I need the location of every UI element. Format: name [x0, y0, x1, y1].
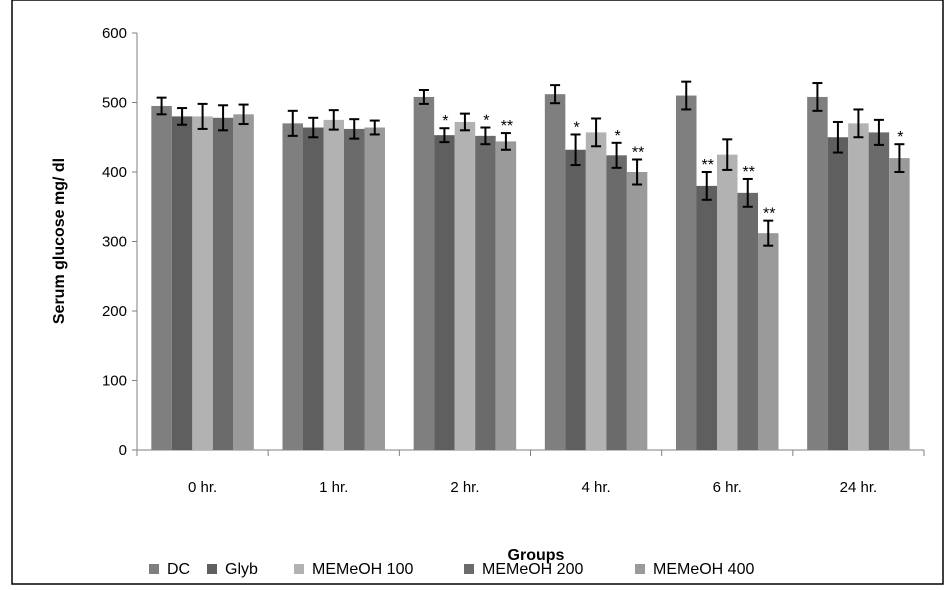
bar: [585, 132, 607, 450]
bar: [212, 117, 234, 450]
bar: [303, 127, 324, 451]
y-tick-label: 300: [102, 234, 127, 251]
x-tick-labels: 0 hr. 1 hr. 2 hr. 4 hr. 6 hr. 24 hr.: [188, 479, 877, 496]
bar: [364, 127, 385, 451]
legend-label: MEMeOH 400: [653, 561, 754, 578]
x-tick-label: 24 hr.: [840, 479, 878, 496]
y-tick-label: 600: [102, 25, 127, 42]
bar: [696, 185, 717, 450]
axes: [132, 32, 925, 456]
y-tick-label: 400: [102, 164, 127, 181]
bar: [827, 137, 849, 450]
y-tick-label: 200: [102, 303, 127, 320]
legend: DC Glyb MEMeOH 100 MEMeOH 200 MEMeOH 400: [149, 561, 754, 578]
error-bars: [156, 80, 905, 247]
bar: [544, 94, 566, 450]
bar: [889, 158, 910, 450]
bar: [475, 135, 496, 451]
bar: [434, 135, 455, 451]
bar: [737, 192, 758, 450]
significance-marker: **: [743, 164, 755, 181]
significance-marker: **: [501, 118, 513, 135]
legend-swatch: [207, 564, 217, 574]
bar: [323, 119, 344, 450]
bar: [807, 96, 828, 450]
legend-swatch: [635, 564, 645, 574]
bar: [171, 116, 193, 451]
bar: [868, 132, 890, 450]
bar: [717, 154, 738, 450]
bar: [565, 149, 586, 450]
legend-swatch: [294, 564, 304, 574]
significance-marker: *: [573, 119, 579, 136]
significance-marker: *: [897, 129, 903, 146]
bar: [192, 116, 213, 451]
bar: [151, 105, 172, 450]
x-axis-label: Groups: [508, 547, 565, 564]
legend-swatch: [149, 564, 159, 574]
legend-label: MEMeOH 200: [482, 561, 583, 578]
legend-label: Glyb: [225, 561, 258, 578]
y-tick-label: 0: [119, 442, 127, 459]
x-tick-label: 2 hr.: [450, 479, 479, 496]
y-tick-labels: 0 100 200 300 400 500 600: [102, 25, 127, 459]
bars: [151, 94, 910, 451]
x-tick-label: 4 hr.: [581, 479, 610, 496]
significance-annotations: * **************: [442, 113, 903, 223]
significance-marker: *: [442, 113, 448, 130]
legend-label: MEMeOH 100: [312, 561, 413, 578]
bar: [758, 233, 779, 450]
x-tick-label: 6 hr.: [713, 479, 742, 496]
significance-marker: **: [632, 144, 644, 161]
bar: [495, 141, 517, 451]
y-axis-label: Serum glucose mg/ dl: [51, 158, 68, 324]
bar: [344, 128, 365, 450]
significance-marker: **: [702, 157, 714, 174]
bar: [676, 95, 697, 451]
bar: [233, 114, 254, 450]
bar: [848, 123, 869, 450]
significance-marker: *: [483, 113, 489, 130]
x-tick-label: 0 hr.: [188, 479, 217, 496]
y-tick-label: 500: [102, 95, 127, 112]
significance-marker: *: [614, 128, 620, 145]
bar: [454, 121, 476, 451]
bar: [282, 123, 303, 450]
significance-marker: **: [763, 206, 775, 223]
x-tick-label: 1 hr.: [319, 479, 348, 496]
legend-label: DC: [167, 561, 190, 578]
bar: [626, 172, 648, 450]
legend-swatch: [464, 564, 474, 574]
bar: [606, 155, 627, 450]
bar: [413, 96, 435, 450]
y-tick-label: 100: [102, 373, 127, 390]
